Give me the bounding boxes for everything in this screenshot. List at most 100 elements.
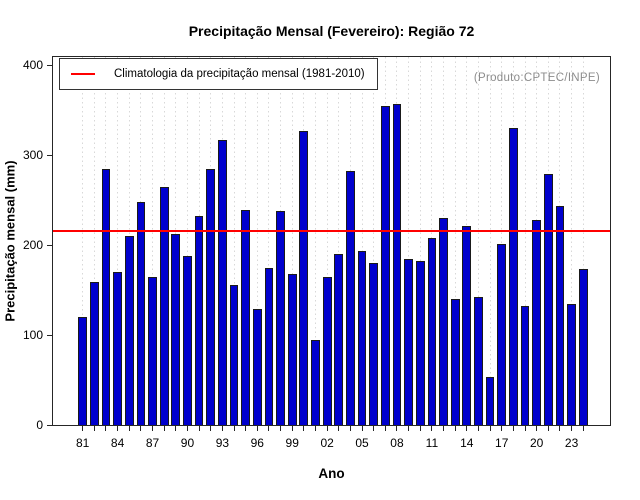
bar [450, 299, 460, 425]
x-tick-label: 14 [460, 436, 474, 450]
x-tick [559, 426, 561, 431]
x-tick [524, 426, 526, 431]
bar [101, 169, 111, 425]
bar [543, 173, 553, 425]
x-tick [419, 426, 421, 431]
x-tick [477, 426, 479, 431]
bar [206, 168, 216, 425]
x-tick-label: 23 [564, 436, 579, 450]
bar [264, 267, 274, 425]
x-tick-label: 99 [285, 436, 299, 450]
x-tick-label: 08 [390, 436, 404, 450]
x-tick [547, 426, 549, 431]
gridline [454, 57, 456, 425]
y-tick-label: 100 [22, 328, 43, 342]
climatology-line [53, 229, 610, 232]
gridline [501, 57, 503, 425]
gridline [477, 57, 479, 425]
bar [194, 216, 204, 425]
x-tick [291, 426, 293, 431]
y-tick-label: 300 [22, 148, 43, 162]
x-tick [210, 426, 212, 431]
y-tick-label: 400 [22, 58, 43, 72]
gridline [315, 57, 316, 425]
legend-line-swatch [71, 73, 95, 75]
bar [439, 218, 448, 425]
x-tick [280, 426, 282, 431]
x-tick [117, 426, 119, 431]
x-tick [140, 426, 142, 431]
legend-label: Climatologia da precipitação mensal (198… [114, 68, 365, 80]
bar [415, 261, 425, 425]
bar [136, 201, 146, 425]
x-axis-title: Ano [318, 466, 345, 481]
gridline [186, 57, 188, 425]
bar [148, 276, 157, 425]
bar [78, 317, 88, 425]
bar [532, 219, 542, 425]
bar [217, 139, 227, 425]
bar [334, 254, 344, 425]
x-tick [303, 426, 305, 431]
legend-box: Climatologia da precipitação mensal (198… [59, 58, 378, 90]
bar [241, 209, 251, 425]
x-tick-label: 11 [425, 436, 439, 450]
x-tick [198, 426, 200, 431]
bar [578, 269, 588, 425]
bar [462, 226, 472, 425]
gridline [408, 57, 410, 425]
x-tick [175, 426, 177, 431]
x-tick [245, 426, 247, 431]
x-tick [128, 426, 130, 431]
bar [299, 130, 309, 425]
x-tick [373, 426, 375, 431]
x-tick [349, 426, 351, 431]
bar [427, 237, 437, 425]
bar [124, 236, 134, 425]
gridline [489, 57, 491, 425]
bar [113, 272, 123, 425]
gridline [524, 57, 526, 425]
plot-area: Climatologia da precipitação mensal (198… [52, 56, 611, 426]
bar [276, 210, 285, 425]
bar [520, 306, 530, 425]
x-tick-label: 02 [320, 436, 334, 450]
x-tick [361, 426, 363, 431]
gridline [373, 57, 375, 425]
x-tick [152, 426, 154, 431]
bar [485, 377, 495, 425]
x-tick [443, 426, 445, 431]
bar [380, 105, 390, 425]
gridline [419, 57, 421, 425]
bar [311, 339, 320, 425]
bar [555, 206, 565, 425]
x-tick [163, 426, 165, 431]
x-tick [105, 426, 107, 431]
bar [89, 281, 99, 425]
x-tick-label: 87 [145, 436, 160, 450]
gridline [268, 57, 270, 425]
x-tick [396, 426, 398, 431]
bar [508, 128, 518, 425]
bar [392, 103, 402, 425]
x-tick [338, 426, 340, 431]
x-tick [186, 426, 188, 431]
x-tick-label: 81 [76, 436, 90, 450]
x-tick [466, 426, 468, 431]
x-axis: 81 84 87 90 93 96 99 02 05 08 11 14 17 20 23 [53, 426, 610, 460]
producer-label: (Produto:CPTEC/INPE) [473, 72, 600, 84]
bar [404, 258, 414, 425]
x-tick [93, 426, 95, 431]
x-tick [536, 426, 538, 431]
x-tick [571, 426, 573, 431]
gridline [361, 57, 363, 425]
y-tick [47, 64, 53, 66]
x-tick [384, 426, 386, 431]
gridline [256, 57, 258, 425]
bar [171, 234, 181, 425]
x-tick-label: 05 [355, 436, 369, 450]
gridline [338, 57, 340, 425]
bar [567, 304, 576, 425]
y-tick [47, 424, 53, 426]
